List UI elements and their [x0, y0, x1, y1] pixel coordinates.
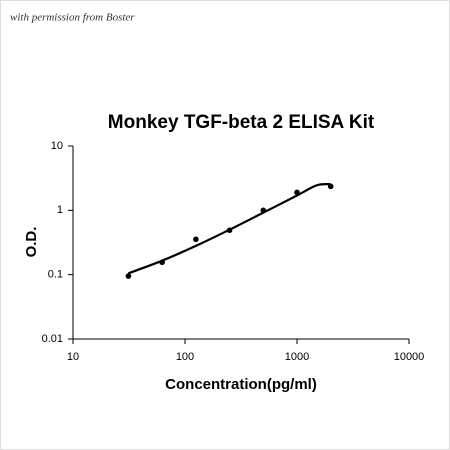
data-point — [193, 236, 199, 243]
y-tick-label: 1 — [57, 204, 63, 216]
chart-title: Monkey TGF-beta 2 ELISA Kit — [108, 112, 375, 133]
y-tick-label: 0.01 — [42, 333, 63, 345]
x-axis-label: Concentration(pg/ml) — [165, 376, 317, 393]
y-axis-label: O.D. — [23, 227, 40, 258]
x-tick-label: 10 — [67, 351, 79, 363]
x-tick-label: 1000 — [285, 351, 309, 363]
x-tick-label: 100 — [176, 351, 194, 363]
y-tick-label: 10 — [51, 140, 63, 152]
y-tick-label: 0.1 — [48, 269, 63, 281]
x-tick-label: 10000 — [394, 351, 425, 363]
data-point — [125, 273, 132, 279]
fit-curve — [128, 183, 331, 275]
annotation: with permission from Boster — [10, 12, 135, 24]
